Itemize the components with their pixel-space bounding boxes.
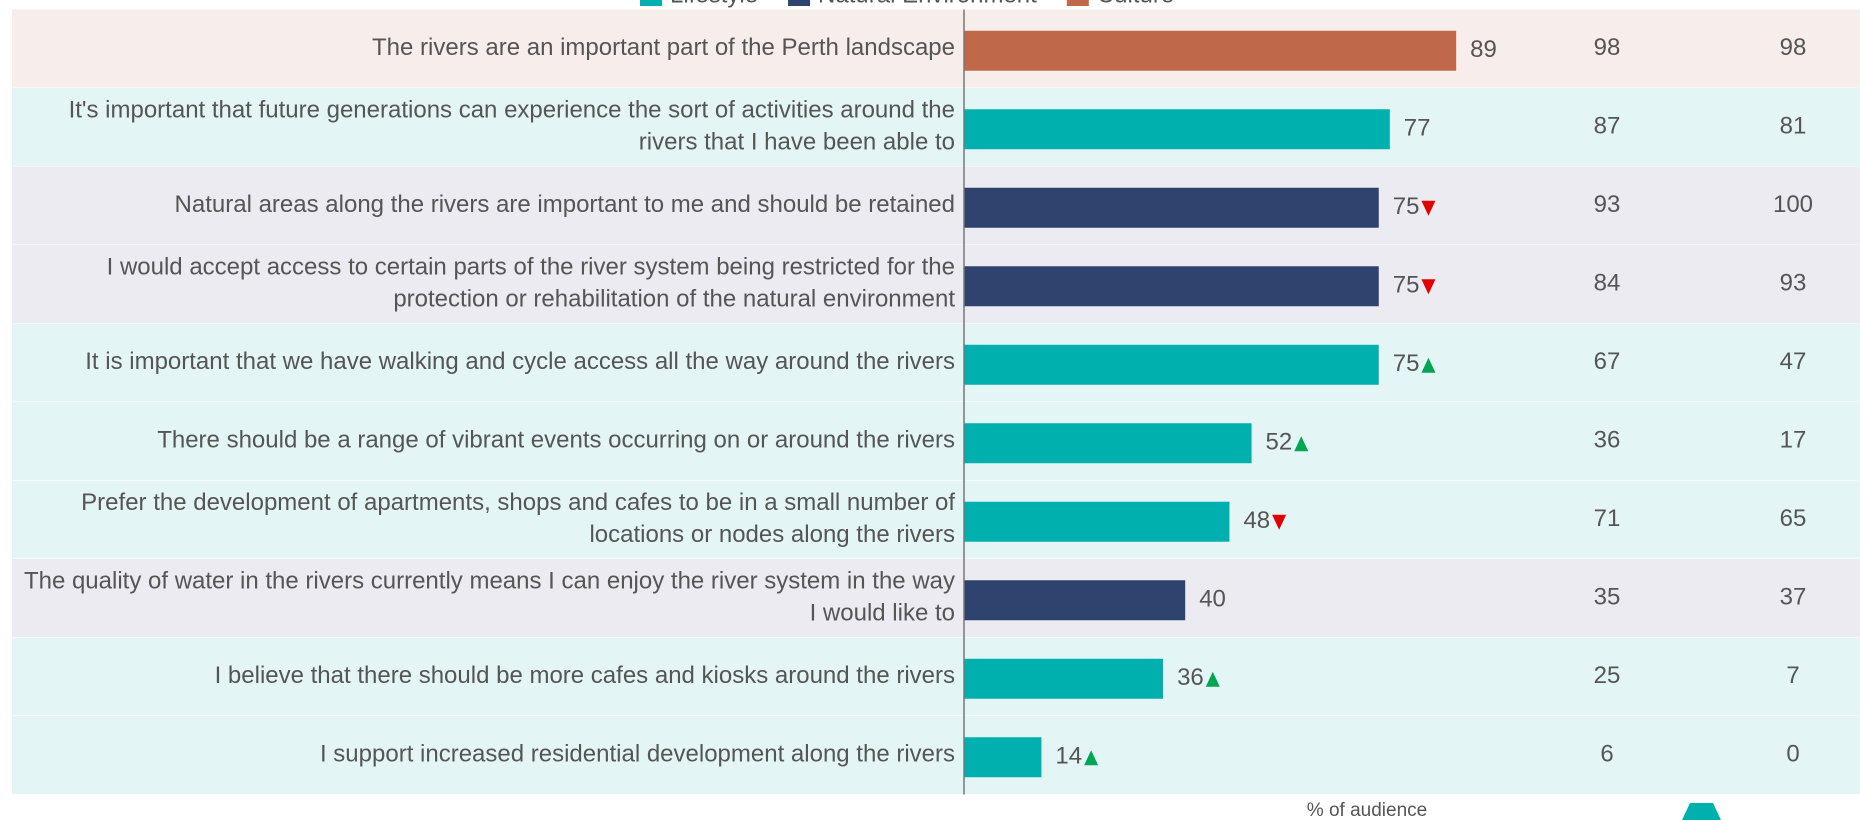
value-label: 36 bbox=[1177, 664, 1204, 691]
legend-label: Culture bbox=[1097, 0, 1174, 8]
category-label: It's important that future generations c… bbox=[69, 97, 955, 156]
value-label: 89 bbox=[1470, 36, 1497, 63]
bar bbox=[964, 501, 1230, 542]
table-value: 25 bbox=[1594, 662, 1621, 689]
value-label: 14 bbox=[1055, 743, 1082, 770]
trend-arrow bbox=[1421, 200, 1436, 216]
value-label: 75 bbox=[1393, 272, 1420, 299]
bar bbox=[964, 423, 1252, 464]
row-background bbox=[12, 402, 1860, 481]
value-label: 75 bbox=[1393, 193, 1420, 220]
bar bbox=[964, 187, 1379, 228]
row-background bbox=[12, 716, 1860, 795]
legend-swatch bbox=[1066, 0, 1089, 6]
table-value: 7 bbox=[1786, 662, 1799, 689]
row-background bbox=[12, 323, 1860, 402]
category-label: Prefer the development of apartments, sh… bbox=[81, 489, 955, 548]
category-label: It is important that we have walking and… bbox=[85, 348, 955, 375]
trend-arrow bbox=[1294, 436, 1309, 452]
value-label: 48 bbox=[1243, 507, 1270, 534]
table-value: 81 bbox=[1780, 113, 1807, 140]
bar bbox=[964, 580, 1186, 621]
legend-swatch bbox=[788, 0, 811, 6]
table-value: 98 bbox=[1594, 34, 1621, 61]
row-background bbox=[12, 480, 1860, 559]
table-value: 0 bbox=[1786, 741, 1799, 768]
value-label: 75 bbox=[1393, 350, 1420, 377]
trend-arrow bbox=[1084, 750, 1099, 766]
trend-arrow bbox=[1205, 671, 1220, 687]
bar bbox=[964, 109, 1390, 150]
bar bbox=[964, 737, 1042, 778]
table-value: 65 bbox=[1780, 505, 1807, 532]
x-axis-label: % of audience bbox=[1307, 800, 1427, 820]
row-background bbox=[12, 245, 1860, 324]
legend-label: Natural Environment bbox=[818, 0, 1037, 8]
bar bbox=[964, 658, 1164, 699]
decoration bbox=[1682, 803, 1721, 820]
trend-arrow bbox=[1421, 357, 1436, 373]
trend-arrow bbox=[1421, 279, 1436, 295]
category-label: I would accept access to certain parts o… bbox=[107, 254, 956, 313]
row-background bbox=[12, 166, 1860, 245]
table-value: 71 bbox=[1594, 505, 1621, 532]
table-value: 17 bbox=[1780, 427, 1807, 454]
value-label: 40 bbox=[1199, 586, 1226, 613]
table-value: 36 bbox=[1594, 427, 1621, 454]
table-value: 98 bbox=[1780, 34, 1807, 61]
table-value: 35 bbox=[1594, 584, 1621, 611]
bar bbox=[964, 266, 1379, 307]
row-background bbox=[12, 9, 1860, 88]
table-value: 87 bbox=[1594, 113, 1621, 140]
legend-swatch bbox=[640, 0, 662, 6]
trend-arrow bbox=[1272, 514, 1287, 530]
category-label: The quality of water in the rivers curre… bbox=[24, 568, 955, 627]
value-label: 52 bbox=[1266, 429, 1293, 456]
table-value: 93 bbox=[1594, 191, 1621, 218]
table-value: 100 bbox=[1773, 191, 1813, 218]
category-label: There should be a range of vibrant event… bbox=[157, 427, 955, 454]
row-background bbox=[12, 637, 1860, 716]
value-label: 77 bbox=[1404, 115, 1431, 142]
table-value: 93 bbox=[1780, 270, 1807, 297]
legend-label: Lifestyle bbox=[670, 0, 758, 8]
bar bbox=[964, 344, 1379, 385]
table-value: 84 bbox=[1594, 270, 1621, 297]
category-label: Natural areas along the rivers are impor… bbox=[175, 191, 955, 218]
category-label: I believe that there should be more cafe… bbox=[215, 662, 955, 689]
category-label: The rivers are an important part of the … bbox=[372, 34, 955, 61]
row-background bbox=[12, 88, 1860, 167]
table-value: 67 bbox=[1594, 348, 1621, 375]
bar bbox=[964, 30, 1457, 71]
table-value: 37 bbox=[1780, 584, 1807, 611]
table-value: 6 bbox=[1600, 741, 1613, 768]
category-label: I support increased residential developm… bbox=[320, 741, 955, 768]
table-value: 47 bbox=[1780, 348, 1807, 375]
row-background bbox=[12, 559, 1860, 638]
